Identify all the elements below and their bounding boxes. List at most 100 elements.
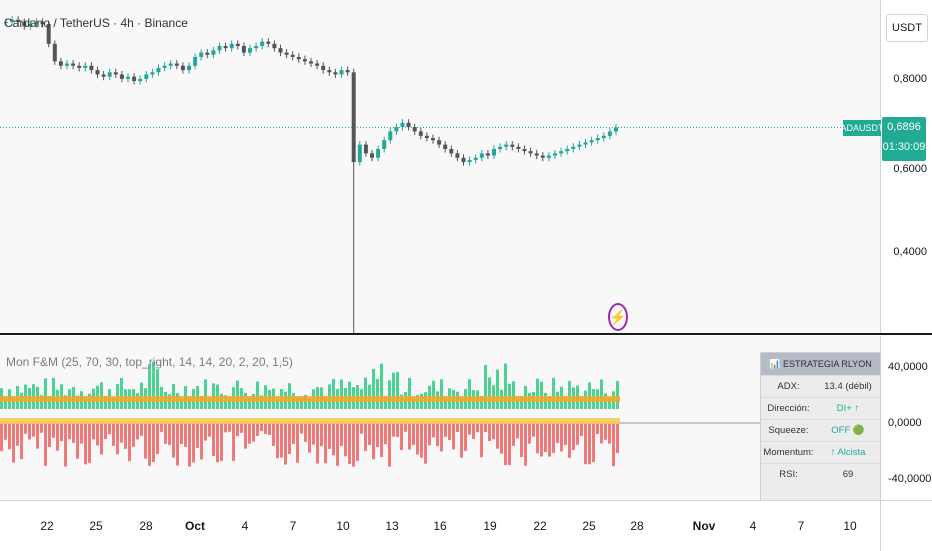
histogram-bar-negative [400,423,403,450]
candle-body [516,146,521,149]
histogram-bar-positive [548,396,551,409]
histogram-bar-negative [48,423,51,447]
candle-body [162,65,167,68]
time-axis[interactable]: 22 25 28 Oct 4 7 10 13 16 19 22 25 28 Nov 4 7 10 [0,500,880,551]
strategy-row-squeeze: Squeeze: OFF 🟢 [761,419,880,441]
histogram-bar-negative [344,423,347,457]
candle-body [217,46,222,51]
price-axis[interactable]: 0,8000 0,6000 0,4000 [880,0,932,333]
histogram-bar-negative [216,423,219,463]
histogram-bar-positive [256,381,259,409]
histogram-bar-negative [208,423,211,437]
currency-button[interactable]: USDT [886,14,928,42]
histogram-bar-negative [212,423,215,457]
histogram-bar-negative [384,423,387,445]
time-tick: 16 [433,519,447,533]
histogram-bar-negative [580,423,583,437]
candle-body [492,148,496,156]
time-tick: 13 [385,519,399,533]
price-chart[interactable] [0,0,880,333]
histogram-bar-positive [64,395,67,409]
histogram-bar-positive [392,372,395,409]
histogram-bar-negative [492,423,495,440]
histogram-bar-negative [124,423,127,449]
candle-body [223,46,228,49]
histogram-bar-negative [392,423,395,437]
histogram-bar-negative [616,423,619,454]
histogram-bar-positive [224,395,227,409]
candle-body [327,70,332,73]
histogram-bar-negative [472,423,475,440]
histogram-bar-negative [280,423,283,458]
histogram-bar-positive [512,381,515,409]
candle-body [150,72,155,75]
candle-body [58,61,63,66]
indicator-axis-label: 0,0000 [888,417,922,429]
histogram-bar-negative [568,423,571,458]
histogram-bar-negative [224,423,227,433]
histogram-bar-negative [36,423,39,449]
candle-body [607,131,612,136]
candle-body [351,72,356,163]
pane-separator[interactable] [0,333,932,335]
histogram-bar-negative [536,423,539,454]
histogram-bar-positive [48,396,51,409]
histogram-bar-negative [316,423,319,464]
candle-body [193,56,198,66]
histogram-bar-negative [544,423,547,453]
histogram-bar-positive [152,361,155,409]
candle-body [138,78,143,82]
histogram-bar-negative [144,423,147,459]
histogram-bar-positive [44,378,47,409]
histogram-bar-negative [52,423,55,438]
price-chart-pane[interactable] [0,0,880,333]
candle-body [309,61,313,64]
histogram-bar-negative [140,423,143,436]
histogram-bar-positive [564,396,567,409]
histogram-bar-positive [504,363,507,409]
candle-body [565,148,570,152]
histogram-bar-negative [484,423,487,433]
indicator-chart[interactable] [0,336,880,500]
histogram-bar-negative [304,423,307,442]
price-axis-label: 0,8000 [893,73,927,85]
histogram-bar-negative [176,423,179,466]
time-tick: 10 [336,519,350,533]
histogram-bar-positive [460,397,463,409]
histogram-bar-negative [604,423,607,440]
candle-body [418,131,423,136]
histogram-bar-positive [84,397,87,409]
candle-body [400,122,405,128]
histogram-bar-negative [460,423,463,458]
histogram-bar-negative [40,423,43,433]
candle-body [333,72,338,75]
histogram-bar-negative [424,423,427,464]
histogram-bar-negative [60,423,63,442]
strategy-key: RSI: [779,469,798,480]
candle-body [559,151,564,154]
candle-body [119,74,124,79]
histogram-bar-negative [284,423,287,465]
candle-body [83,65,88,68]
histogram-bar-negative [548,423,551,457]
histogram-bar-negative [432,423,435,438]
candle-body [211,50,216,55]
histogram-bar-positive [12,397,15,409]
histogram-bar-negative [596,423,599,435]
lightning-icon[interactable]: ⚡ [608,303,628,331]
indicator-pane[interactable] [0,336,880,500]
histogram-bar-negative [92,423,95,440]
histogram-bar-positive [340,379,343,409]
candle-body [187,65,191,71]
candle-body [296,56,301,60]
histogram-bar-negative [320,423,323,447]
histogram-bar-positive [100,382,103,409]
indicator-title[interactable]: Mon F&M (25, 70, 30, top_right, 14, 14, … [6,355,293,369]
candle-body [132,76,137,82]
time-tick: 22 [533,519,547,533]
axis-corner [880,500,932,551]
candle-body [437,140,442,145]
time-tick: 10 [843,519,857,533]
strategy-value: ↑ Alcista [830,447,866,458]
histogram-bar-negative [524,423,527,466]
